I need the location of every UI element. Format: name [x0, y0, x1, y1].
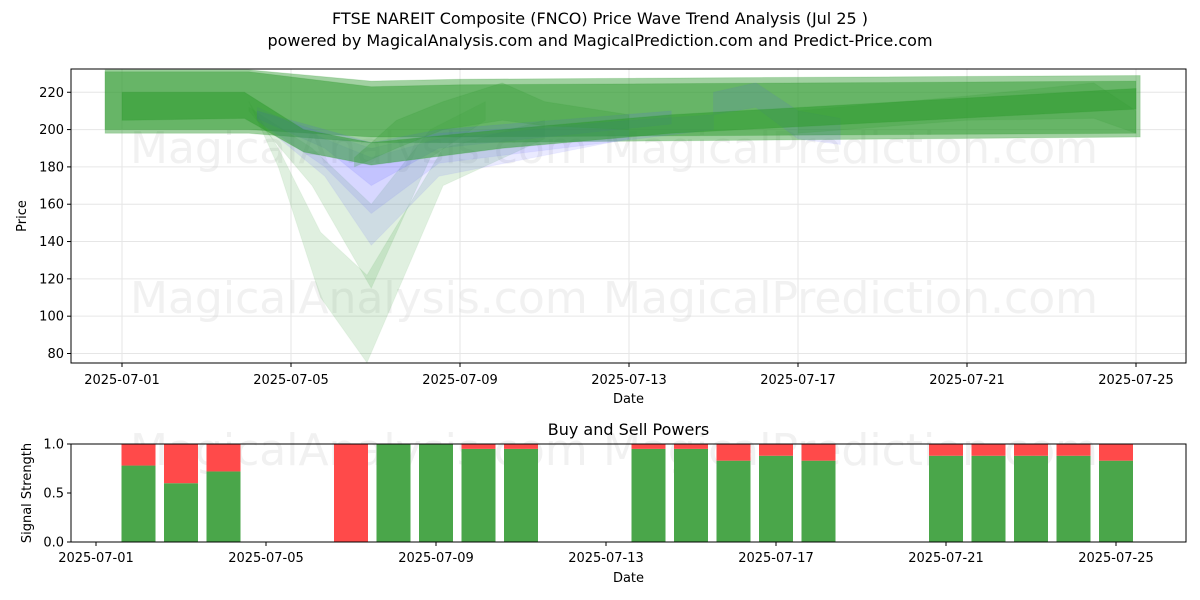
buy-bar [121, 465, 156, 542]
price-y-tick-label: 180 [39, 160, 64, 175]
price-axis-ticks: 2025-07-01 2025-07-05 2025-07-09 2025-07-13… [39, 86, 1174, 388]
buy-bar [419, 444, 453, 542]
price-y-axis-label: Price [15, 200, 30, 232]
price-x-tick-label: 2025-07-17 [760, 373, 836, 388]
price-y-tick-label: 160 [39, 198, 64, 213]
buy-bar [461, 448, 496, 542]
signal-x-tick-label: 2025-07-01 [58, 551, 134, 566]
sell-bar [716, 444, 751, 461]
price-y-tick-label: 140 [39, 235, 64, 250]
buy-bar [376, 444, 411, 542]
buy-bar [631, 448, 666, 542]
sell-bar [971, 444, 1006, 456]
signal-chart-title: Buy and Sell Powers [548, 420, 710, 439]
buy-bar [206, 471, 241, 542]
buy-bar [971, 455, 1006, 542]
buy-bar [1056, 455, 1091, 542]
signal-y-tick-label: 0.5 [43, 487, 64, 502]
sell-bar [929, 444, 963, 456]
signal-x-tick-label: 2025-07-09 [398, 551, 474, 566]
sell-bar [206, 444, 241, 472]
signal-x-tick-label: 2025-07-21 [908, 551, 984, 566]
signal-x-tick-label: 2025-07-05 [228, 551, 304, 566]
signal-x-tick-label: 2025-07-13 [568, 551, 644, 566]
sell-bar [1056, 444, 1091, 456]
price-y-tick-label: 120 [39, 272, 64, 287]
sell-bar [759, 444, 793, 456]
signal-x-tick-label: 2025-07-17 [738, 551, 814, 566]
buy-bar [801, 460, 836, 542]
buy-bar [929, 455, 963, 542]
price-x-tick-label: 2025-07-21 [929, 373, 1005, 388]
price-x-tick-label: 2025-07-25 [1098, 373, 1174, 388]
price-x-tick-label: 2025-07-05 [253, 373, 329, 388]
sell-bar [631, 444, 666, 449]
chart-subtitle: powered by MagicalAnalysis.com and Magic… [267, 31, 933, 50]
price-wave-bands [104, 69, 1141, 364]
price-y-tick-label: 220 [39, 86, 64, 101]
signal-x-tick-label: 2025-07-25 [1078, 551, 1154, 566]
buy-bar [1014, 455, 1048, 542]
watermark-text: MagicalAnalysis.com [130, 273, 588, 324]
buy-bar [1099, 460, 1133, 542]
sell-bar [461, 444, 496, 449]
signal-y-tick-label: 0.0 [43, 536, 64, 551]
sell-bar [1014, 444, 1048, 456]
price-y-tick-label: 100 [39, 310, 64, 325]
price-x-tick-label: 2025-07-01 [84, 373, 160, 388]
buy-bar [716, 460, 751, 542]
price-x-tick-label: 2025-07-13 [591, 373, 667, 388]
buy-bar [759, 455, 793, 542]
sell-bar [674, 444, 708, 449]
sell-bar [334, 444, 368, 542]
price-y-tick-label: 80 [47, 347, 64, 362]
buy-bar [504, 448, 538, 542]
price-y-tick-label: 200 [39, 123, 64, 138]
sell-bar [1099, 444, 1133, 461]
buy-bar [674, 448, 708, 542]
sell-bar [164, 444, 198, 484]
price-x-tick-label: 2025-07-09 [422, 373, 498, 388]
signal-x-axis-label: Date [613, 571, 644, 586]
signal-bars [121, 444, 1133, 542]
sell-bar [504, 444, 538, 449]
signal-y-tick-label: 1.0 [43, 438, 64, 453]
price-x-axis-label: Date [613, 392, 644, 407]
buy-bar [164, 483, 198, 542]
signal-y-axis-label: Signal Strength [20, 443, 35, 543]
chart-title: FTSE NAREIT Composite (FNCO) Price Wave … [331, 9, 869, 28]
wave-band-10 [121, 88, 1137, 166]
signal-axis-ticks: 2025-07-01 2025-07-05 2025-07-09 2025-07-13… [43, 438, 1153, 567]
sell-bar [801, 444, 836, 461]
sell-bar [121, 444, 156, 466]
watermark-text: MagicalPrediction.com [603, 273, 1098, 324]
